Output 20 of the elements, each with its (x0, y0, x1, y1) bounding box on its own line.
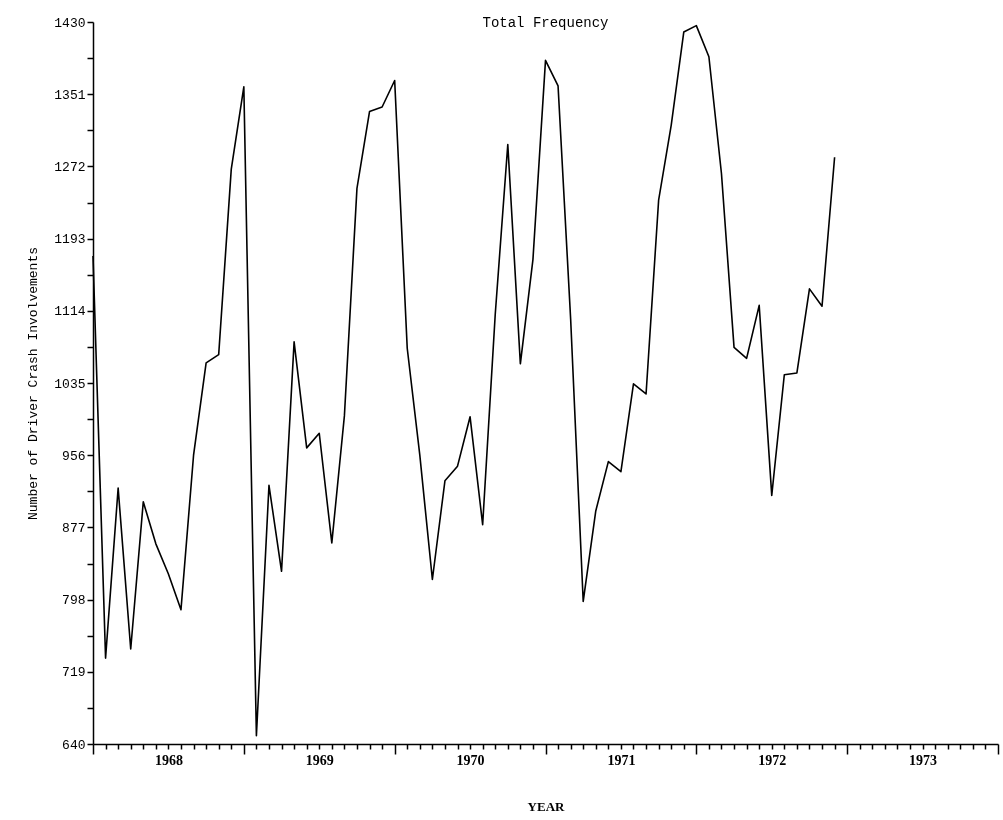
y-tick-label: 1114 (54, 304, 86, 320)
x-tick-label: 1973 (909, 752, 938, 768)
y-tick-label: 1351 (54, 87, 86, 103)
x-tick-label: 1969 (305, 752, 334, 768)
x-tick-label: 1972 (758, 752, 787, 768)
chart-title: Total Frequency (482, 15, 609, 31)
x-tick-label: 1968 (154, 752, 183, 768)
y-tick-label: 640 (62, 737, 86, 753)
x-tick-label: 1970 (456, 752, 485, 768)
x-axis-title: YEAR (527, 798, 566, 814)
y-tick-label: 877 (62, 520, 86, 536)
y-tick-label: 1035 (54, 376, 86, 392)
y-axis-title: Number of Driver Crash Involvements (26, 246, 42, 521)
y-tick-label: 1272 (54, 159, 86, 175)
y-tick-label: 1430 (54, 15, 86, 31)
y-tick-label: 719 (62, 665, 86, 681)
x-tick-label: 1971 (607, 752, 636, 768)
y-tick-label: 956 (62, 448, 86, 464)
y-tick-label: 798 (62, 593, 86, 609)
y-tick-label: 1193 (54, 232, 86, 248)
